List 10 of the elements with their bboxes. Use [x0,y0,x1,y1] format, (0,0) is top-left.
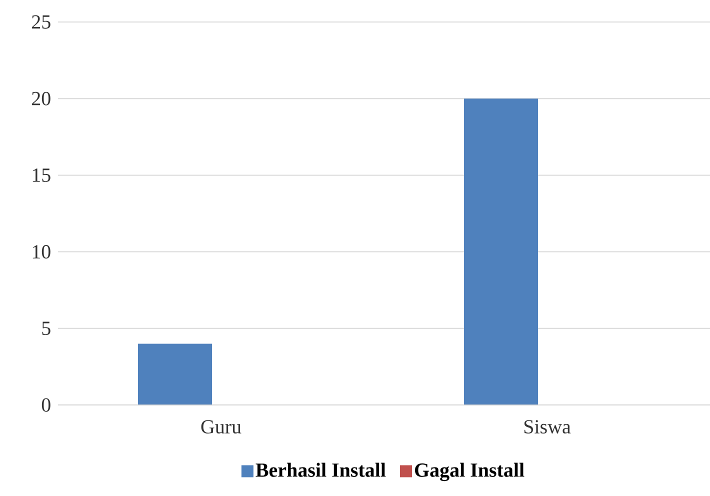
legend-label: Gagal Install [414,462,524,482]
y-tick-label: 10 [32,245,50,259]
x-tick-label: Guru [201,420,242,434]
legend-label: Berhasil Install [256,462,386,477]
y-tick-label: 20 [32,92,50,106]
x-tick-label: Siswa [524,420,571,434]
y-tick-label: 5 [42,322,50,336]
y-tick-label: 25 [32,15,50,29]
y-tick-label: 15 [32,168,50,182]
y-tick-label: 0 [42,398,50,412]
